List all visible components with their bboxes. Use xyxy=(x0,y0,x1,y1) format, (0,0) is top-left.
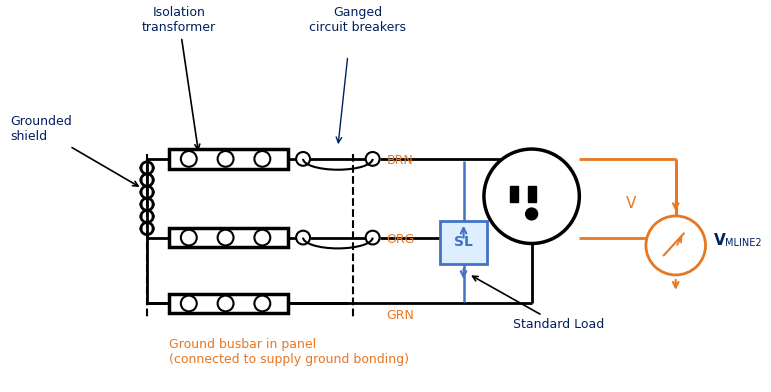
Circle shape xyxy=(296,231,310,245)
Circle shape xyxy=(217,296,234,311)
Circle shape xyxy=(217,151,234,167)
Circle shape xyxy=(646,216,705,275)
Text: Ground busbar in panel
(connected to supply ground bonding): Ground busbar in panel (connected to sup… xyxy=(169,338,409,366)
Circle shape xyxy=(296,152,310,166)
Circle shape xyxy=(181,230,197,245)
Circle shape xyxy=(181,296,197,311)
Text: ORG: ORG xyxy=(386,233,415,246)
Circle shape xyxy=(254,151,271,167)
Text: GRN: GRN xyxy=(386,309,415,322)
Text: Standard Load: Standard Load xyxy=(473,276,604,331)
Text: BRN: BRN xyxy=(386,154,413,167)
Text: Ganged
circuit breakers: Ganged circuit breakers xyxy=(309,6,406,34)
Circle shape xyxy=(254,296,271,311)
Bar xyxy=(527,187,536,202)
Circle shape xyxy=(217,230,234,245)
Bar xyxy=(169,228,288,247)
Bar xyxy=(440,221,487,264)
Bar xyxy=(169,294,288,313)
Text: V: V xyxy=(713,233,726,248)
Text: Grounded
shield: Grounded shield xyxy=(10,115,138,186)
Circle shape xyxy=(365,152,379,166)
Circle shape xyxy=(526,208,537,220)
Text: MLINE2: MLINE2 xyxy=(726,238,762,249)
Circle shape xyxy=(484,149,579,243)
Circle shape xyxy=(181,151,197,167)
Text: SL: SL xyxy=(454,236,473,249)
Bar xyxy=(510,187,517,202)
Text: V: V xyxy=(625,196,636,211)
Bar xyxy=(169,149,288,169)
Circle shape xyxy=(254,230,271,245)
Circle shape xyxy=(365,231,379,245)
Text: Isolation
transformer: Isolation transformer xyxy=(142,6,216,149)
